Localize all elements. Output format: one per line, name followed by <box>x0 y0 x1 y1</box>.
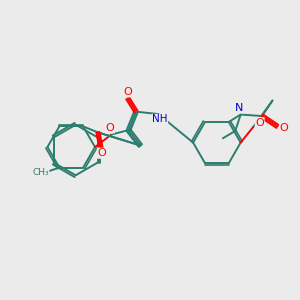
Text: O: O <box>280 123 288 133</box>
Text: CH₃: CH₃ <box>32 168 49 177</box>
Text: NH: NH <box>152 114 168 124</box>
Text: O: O <box>106 123 114 133</box>
Text: O: O <box>98 148 106 158</box>
Text: N: N <box>235 103 243 113</box>
Text: O: O <box>255 118 264 128</box>
Text: O: O <box>123 87 132 97</box>
